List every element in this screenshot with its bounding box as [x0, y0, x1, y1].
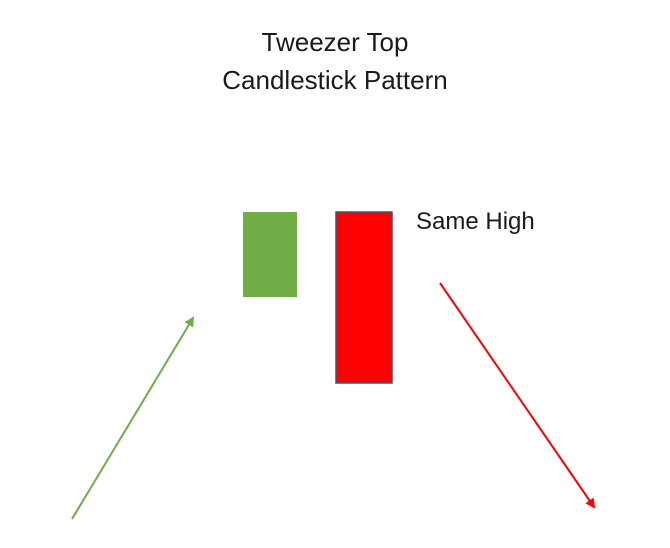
downtrend-arrow: [439, 282, 596, 509]
title-line-2: Candlestick Pattern: [222, 65, 448, 95]
title-line-1: Tweezer Top: [261, 27, 409, 57]
bearish-candle: [335, 211, 393, 384]
bullish-candle: [243, 212, 297, 297]
uptrend-arrow: [71, 316, 195, 520]
same-high-label: Same High: [416, 208, 535, 235]
